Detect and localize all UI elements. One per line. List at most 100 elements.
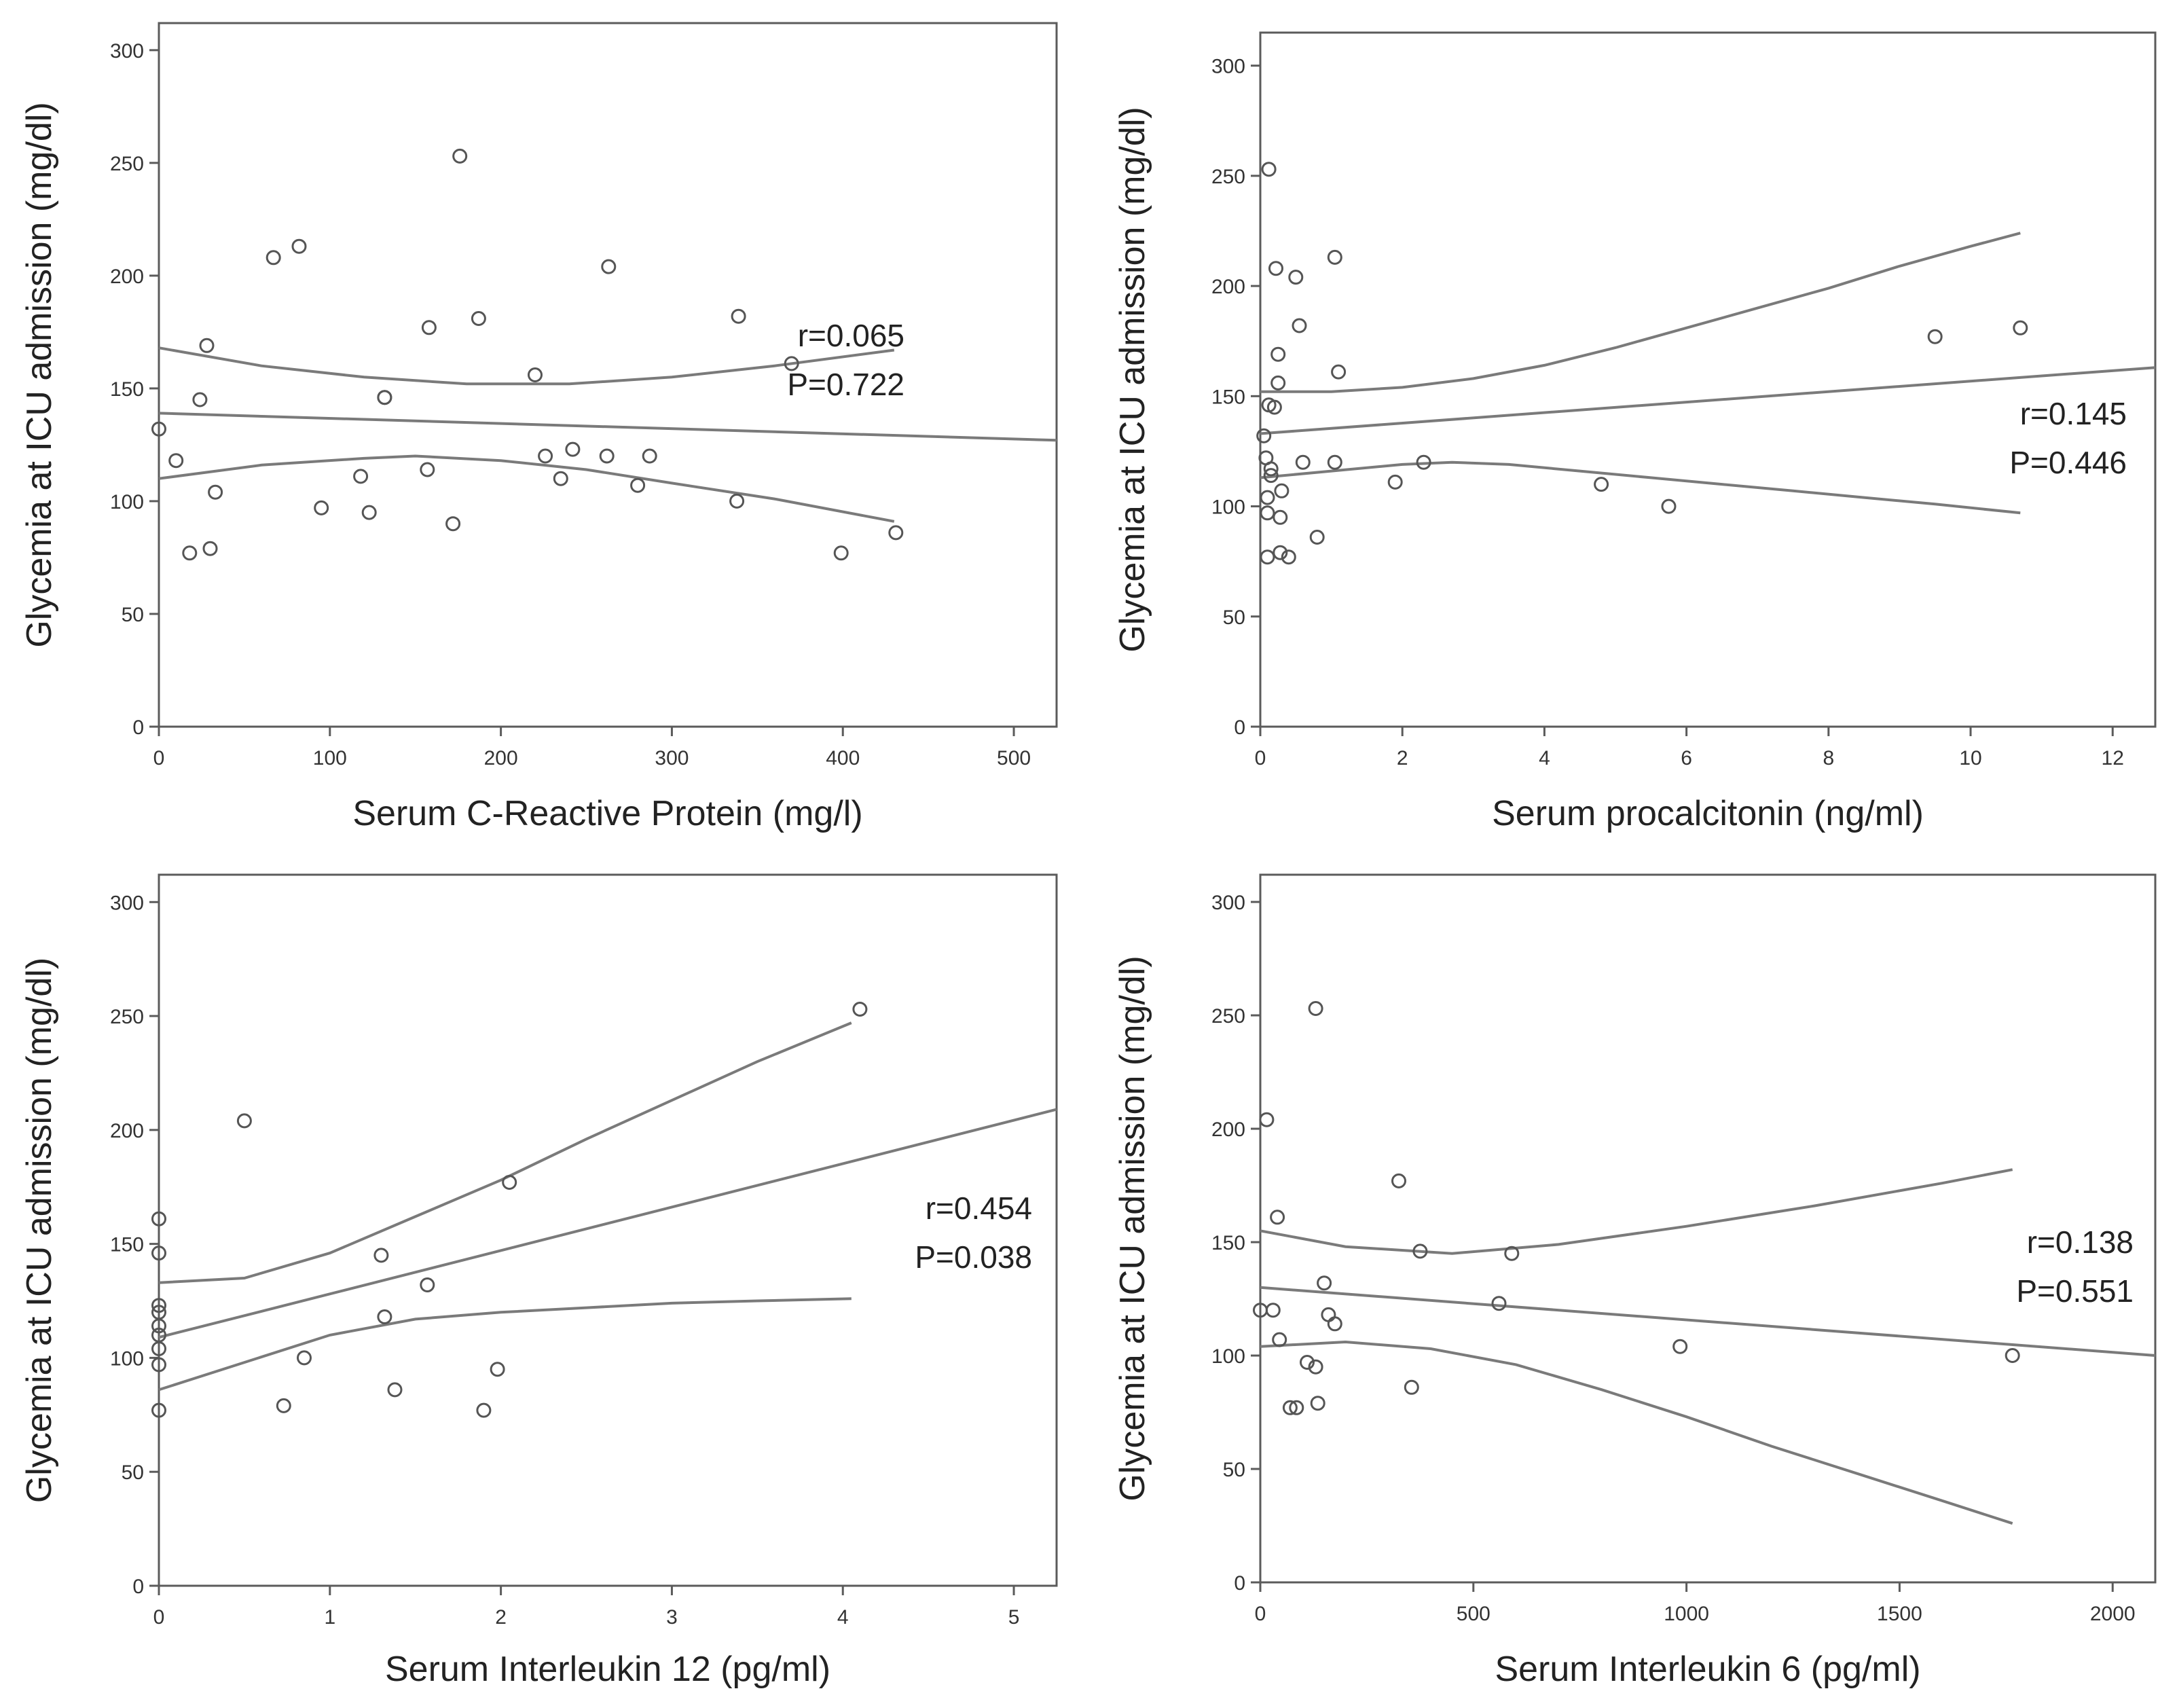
- data-point: [1265, 1303, 1281, 1318]
- data-point: [1504, 1246, 1520, 1261]
- x-tick-label: 4: [837, 1606, 849, 1629]
- data-point: [1404, 1379, 1419, 1395]
- data-point: [1327, 1316, 1342, 1332]
- y-tick-label: 150: [1211, 1232, 1245, 1254]
- y-tick-label: 50: [122, 604, 144, 626]
- data-point: [182, 545, 198, 561]
- y-tick-label: 50: [122, 1461, 144, 1484]
- chart-procalcitonin-panel: 0 50 100 150 200 250 300 0 2 4 6 8 10 12 Serum procalc…: [1093, 0, 2173, 856]
- data-point: [420, 1277, 435, 1292]
- x-tick-label: 500: [997, 747, 1031, 769]
- data-point: [1292, 318, 1307, 333]
- data-point: [1260, 549, 1275, 565]
- x-tick-label: 2: [1397, 747, 1408, 769]
- data-point: [1416, 454, 1431, 470]
- data-point: [1289, 1400, 1304, 1415]
- data-point: [151, 1246, 166, 1261]
- p-value-label: P=0.551: [2016, 1273, 2134, 1309]
- data-point: [377, 390, 392, 405]
- correlation-label: r=0.145: [2020, 396, 2127, 431]
- data-point: [1268, 261, 1283, 276]
- data-point: [1282, 1400, 1298, 1415]
- y-tick-label: 150: [110, 378, 144, 401]
- data-point: [1672, 1339, 1688, 1354]
- lower-confidence-curve: [1260, 460, 2021, 515]
- y-tick-label: 300: [1211, 892, 1245, 914]
- data-point: [553, 471, 568, 486]
- x-tick-label: 1500: [1877, 1603, 1922, 1625]
- chart-interleukin6: 0 50 100 150 200 250 300 0 500 1000 1500 2000 Serum …: [1113, 873, 2157, 1689]
- data-point: [888, 525, 904, 541]
- regression-line: [158, 412, 1057, 442]
- data-point: [208, 484, 223, 500]
- y-tick-label: 250: [110, 153, 144, 175]
- data-point: [1270, 346, 1286, 362]
- x-tick-label: 2: [495, 1606, 507, 1629]
- x-tick-label: 2000: [2090, 1603, 2136, 1625]
- x-axis-title: Serum Interleukin 12 (pg/ml): [385, 1650, 830, 1689]
- chart-crp: 0 50 100 150 200 250 300 0 100 200 300 400 500 Serum …: [20, 22, 1058, 833]
- data-point: [1259, 1112, 1275, 1127]
- data-point: [599, 448, 615, 464]
- y-axis-title: Glycemia at ICU admission (mg/dl): [1113, 107, 1152, 652]
- p-value-label: P=0.446: [2009, 445, 2127, 480]
- chart-procalcitonin: 0 50 100 150 200 250 300 0 2 4 6 8 10 12 Serum procalc…: [1113, 31, 2157, 833]
- data-point: [420, 462, 435, 477]
- y-tick-label: 250: [1211, 1005, 1245, 1028]
- x-tick-label: 400: [826, 747, 860, 769]
- data-point: [833, 545, 849, 561]
- x-tick-label: 100: [313, 747, 347, 769]
- data-point: [1272, 1332, 1287, 1347]
- data-point: [276, 1398, 291, 1413]
- data-point: [1270, 1210, 1285, 1225]
- x-tick-label: 6: [1681, 747, 1692, 769]
- x-tick-label: 500: [1457, 1603, 1490, 1625]
- data-point: [151, 1357, 166, 1373]
- plot-frame: [158, 873, 1058, 1587]
- data-point: [490, 1362, 505, 1377]
- upper-confidence-curve: [158, 346, 895, 386]
- p-value-label: P=0.038: [915, 1239, 1032, 1275]
- data-point: [476, 1402, 492, 1418]
- x-tick-label: 0: [1255, 1603, 1266, 1625]
- data-point: [1263, 468, 1279, 484]
- y-tick-label: 0: [1234, 1572, 1245, 1595]
- lower-confidence-curve: [1260, 1340, 2013, 1525]
- x-tick-label: 200: [484, 747, 518, 769]
- data-point: [202, 541, 218, 556]
- correlation-label: r=0.138: [2027, 1224, 2134, 1260]
- data-point: [266, 250, 281, 266]
- data-point: [2005, 1348, 2020, 1363]
- data-point: [1317, 1275, 1332, 1291]
- correlation-label: r=0.065: [798, 318, 904, 353]
- data-point: [1308, 1359, 1323, 1375]
- data-point: [199, 338, 215, 353]
- data-point: [502, 1175, 517, 1190]
- y-tick-label: 150: [1211, 386, 1245, 408]
- x-tick-label: 0: [1255, 747, 1266, 769]
- data-point: [729, 493, 745, 509]
- x-tick-label: 5: [1008, 1606, 1020, 1629]
- data-point: [1331, 364, 1347, 380]
- data-point: [387, 1382, 403, 1398]
- data-point: [1273, 545, 1288, 560]
- data-point: [377, 1309, 392, 1324]
- y-tick-label: 0: [132, 716, 144, 739]
- data-point: [1927, 329, 1943, 344]
- data-point: [151, 1298, 166, 1313]
- chart-crp-panel: 0 50 100 150 200 250 300 0 100 200 300 400 500 Serum …: [0, 0, 1086, 856]
- y-tick-label: 300: [110, 892, 144, 914]
- data-point: [1274, 483, 1289, 498]
- y-tick-label: 250: [110, 1006, 144, 1028]
- regression-line: [1260, 366, 2156, 435]
- data-point: [151, 1318, 166, 1334]
- regression-line: [1260, 1286, 2156, 1357]
- data-point: [1266, 399, 1282, 415]
- x-tick-label: 1000: [1664, 1603, 1709, 1625]
- y-tick-label: 100: [1211, 496, 1245, 519]
- y-tick-label: 250: [1211, 166, 1245, 188]
- data-point: [1327, 249, 1342, 265]
- data-point: [452, 148, 468, 164]
- data-point: [1309, 530, 1325, 545]
- data-point: [601, 259, 617, 274]
